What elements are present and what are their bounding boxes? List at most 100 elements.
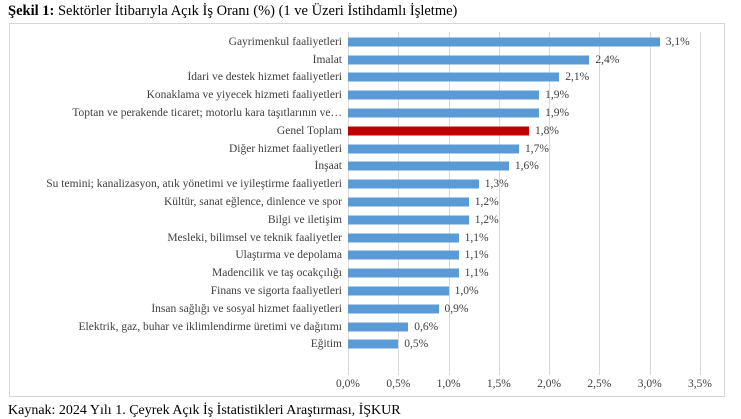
bar [348, 339, 399, 349]
chart-row: Kültür, sanat eğlence, dinlence ve spor 1… [10, 193, 724, 211]
gridline [498, 32, 500, 375]
chart-row: Su temini; kanalizasyon, atık yönetimi v… [10, 175, 724, 193]
value-label: 1,1% [464, 249, 489, 262]
category-label: Su temini; kanalizasyon, atık yönetimi v… [46, 178, 342, 191]
plot-area: Gayrimenkul faaliyetleri 3,1% İmalat 2,4% İd… [10, 33, 724, 353]
x-axis: 0,0% 0,5% 1,0% 1,5% 2,0% 2,5% 3,0% 3,5% [336, 378, 725, 394]
bar-track: 0,6% [348, 318, 724, 336]
bar [348, 233, 459, 243]
x-axis-tick: 2,5% [587, 378, 612, 390]
chart-row: Gayrimenkul faaliyetleri 3,1% [10, 33, 724, 51]
bar-track: 1,1% [348, 247, 724, 265]
chart-row: Elektrik, gaz, buhar ve iklimlendirme ür… [10, 318, 724, 336]
category-label: Toptan ve perakende ticaret; motorlu kar… [72, 107, 342, 120]
category-label: Finans ve sigorta faaliyetleri [210, 285, 342, 298]
bar [348, 72, 560, 82]
value-label: 2,1% [565, 71, 590, 84]
chart-row: İdari ve destek hizmet faaliyetleri 2,1% [10, 69, 724, 87]
value-label: 1,2% [474, 196, 499, 209]
category-label: Genel Toplam [276, 124, 342, 137]
value-label: 0,5% [404, 338, 429, 351]
figure-label: Şekil 1: [8, 3, 55, 19]
bar [348, 144, 519, 154]
bar-track: 1,9% [348, 104, 724, 122]
bar-track: 2,1% [348, 69, 724, 87]
chart-row: Mesleki, bilimsel ve teknik faaliyetler 1… [10, 229, 724, 247]
x-axis-tick: 0,0% [336, 378, 360, 390]
category-label: İmalat [312, 53, 342, 66]
value-label: 1,9% [545, 89, 570, 102]
figure-title-text: Sektörler İtibarıyla Açık İş Oranı (%) (… [54, 3, 458, 19]
value-label: 1,9% [545, 107, 570, 120]
bar-track: 1,9% [348, 86, 724, 104]
bar-track: 1,3% [348, 175, 724, 193]
chart-row: İnşaat 1,6% [10, 158, 724, 176]
chart-row: Genel Toplam 1,8% [10, 122, 724, 140]
bar [348, 268, 459, 278]
chart-row: Diğer hizmet faaliyetleri 1,7% [10, 140, 724, 158]
bar [348, 286, 449, 296]
bar [348, 55, 590, 65]
category-label: İnsan sağlığı ve sosyal hizmet faaliyetl… [151, 302, 342, 315]
gridline [649, 32, 651, 375]
value-label: 1,3% [484, 178, 509, 191]
x-axis-tick: 0,5% [386, 378, 411, 390]
category-label: Bilgi ve iletişim [267, 213, 342, 226]
bar-track: 1,2% [348, 211, 724, 229]
page-title: Şekil 1: Sektörler İtibarıyla Açık İş Or… [8, 3, 457, 20]
value-label: 0,9% [444, 302, 469, 315]
category-label: İdari ve destek hizmet faaliyetleri [187, 71, 342, 84]
gridline [700, 32, 701, 375]
value-label: 3,1% [665, 35, 690, 48]
bar-track: 0,5% [348, 336, 724, 354]
chart-row: İnsan sağlığı ve sosyal hizmet faaliyetl… [10, 300, 724, 318]
bar [348, 197, 469, 207]
x-axis-tick: 3,0% [637, 378, 662, 390]
chart-container: Gayrimenkul faaliyetleri 3,1% İmalat 2,4% İd… [9, 23, 725, 397]
chart-row: Konaklama ve yiyecek hizmeti faaliyetler… [10, 86, 724, 104]
chart-row: Finans ve sigorta faaliyetleri 1,0% [10, 282, 724, 300]
value-label: 1,1% [464, 267, 489, 280]
value-label: 0,6% [414, 320, 439, 333]
bar-track: 1,1% [348, 229, 724, 247]
source-note: Kaynak: 2024 Yılı 1. Çeyrek Açık İş İsta… [8, 403, 401, 418]
value-label: 1,0% [454, 285, 479, 298]
category-label: Ulaştırma ve depolama [235, 249, 342, 262]
chart-row: İmalat 2,4% [10, 51, 724, 69]
chart-row: Toptan ve perakende ticaret; motorlu kar… [10, 104, 724, 122]
category-label: Diğer hizmet faaliyetleri [228, 142, 342, 155]
bar-track: 1,8% [348, 122, 724, 140]
x-axis-tick: 1,5% [486, 378, 511, 390]
value-label: 1,2% [474, 213, 499, 226]
highlight-bar [348, 126, 529, 136]
category-label: Kültür, sanat eğlence, dinlence ve spor [163, 196, 342, 209]
category-label: İnşaat [314, 160, 342, 173]
value-label: 1,1% [464, 231, 489, 244]
bar [348, 215, 469, 225]
category-label: Eğitim [310, 338, 342, 351]
value-label: 1,8% [535, 124, 559, 137]
gridline [599, 32, 601, 375]
bar-track: 2,4% [348, 51, 724, 69]
bar-track: 3,1% [348, 33, 724, 51]
bar-track: 1,1% [348, 264, 724, 282]
bar [348, 37, 660, 47]
bar [348, 161, 509, 171]
bar [348, 304, 439, 314]
value-label: 1,7% [525, 142, 549, 155]
bar [348, 322, 409, 332]
chart-row: Bilgi ve iletişim 1,2% [10, 211, 724, 229]
chart-row: Ulaştırma ve depolama 1,1% [10, 247, 724, 265]
gridline [549, 32, 551, 375]
category-label: Elektrik, gaz, buhar ve iklimlendirme ür… [78, 320, 342, 333]
bar-track: 1,0% [348, 282, 724, 300]
bar-track: 1,6% [348, 158, 724, 176]
x-axis-tick: 1,0% [436, 378, 461, 390]
x-axis-tick: 2,0% [537, 378, 562, 390]
bar [348, 90, 540, 100]
chart-row: Eğitim 0,5% [10, 336, 724, 354]
bar-track: 0,9% [348, 300, 724, 318]
bar [348, 250, 459, 260]
x-axis-tick: 3,5% [688, 378, 712, 390]
bar-track: 1,7% [348, 140, 724, 158]
